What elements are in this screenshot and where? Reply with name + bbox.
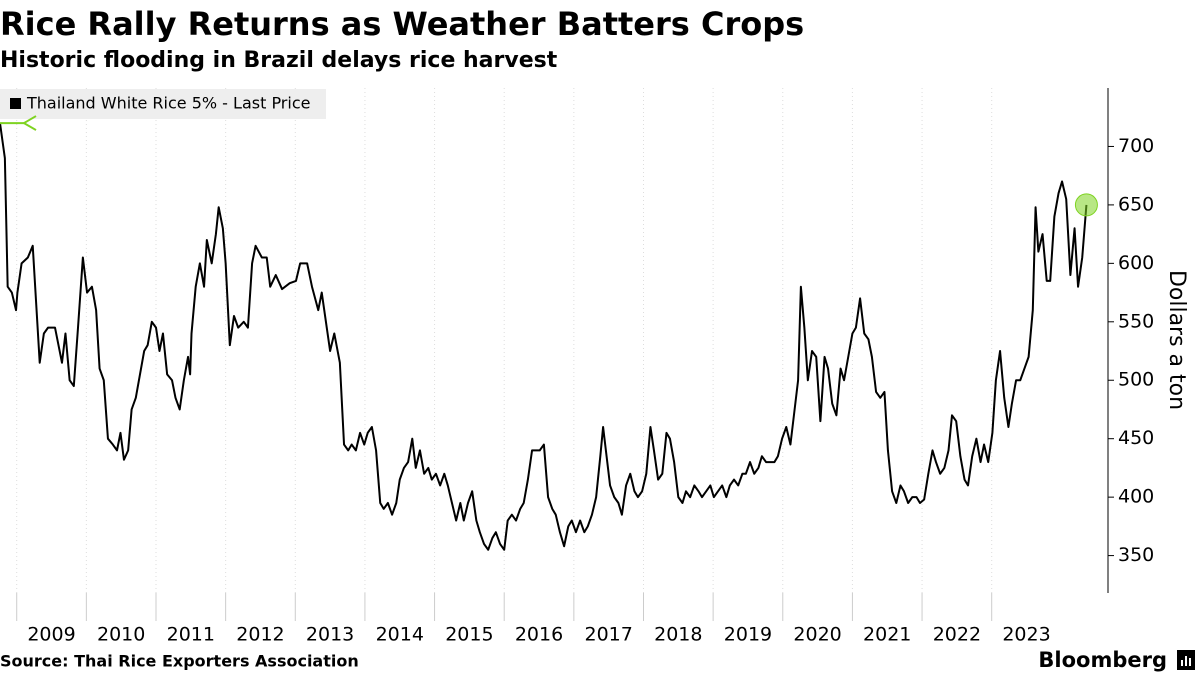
line [0, 122, 1088, 551]
x-tick-label: 2010 [97, 624, 145, 646]
y-tick-label: 600 [1118, 252, 1154, 274]
y-tick-label: 400 [1118, 486, 1154, 508]
y-axis-label: Dollars a ton [1164, 270, 1189, 410]
x-tick-label: 2016 [515, 624, 563, 646]
y-tick-label: 650 [1118, 193, 1154, 215]
legend-box [0, 89, 326, 119]
y-tick-label: 500 [1118, 369, 1154, 391]
x-tick-label: 2013 [306, 624, 354, 646]
chart-subtitle: Historic flooding in Brazil delays rice … [0, 48, 558, 73]
x-tick-label: 2017 [584, 624, 632, 646]
last-point-highlight [1074, 193, 1098, 217]
y-tick-label: 700 [1118, 135, 1154, 157]
x-tick-label: 2018 [654, 624, 702, 646]
y-tick-label: 350 [1118, 544, 1154, 566]
x-tick-label: 2019 [724, 624, 772, 646]
x-tick-label: 2023 [1002, 624, 1050, 646]
legend-swatch [10, 98, 21, 109]
max-reference-arrow [22, 115, 37, 131]
x-tick-label: 2015 [445, 624, 493, 646]
legend: Thailand White Rice 5% - Last Price [0, 89, 326, 119]
brand: Bloomberg [1038, 648, 1167, 672]
x-tick-label: 2012 [236, 624, 284, 646]
y-tick-label: 550 [1118, 310, 1154, 332]
x-tick-label: 2021 [863, 624, 911, 646]
x-tick-label: 2009 [27, 624, 75, 646]
chart-title: Rice Rally Returns as Weather Batters Cr… [0, 5, 804, 43]
x-tick-label: 2020 [793, 624, 841, 646]
brand-icon [1177, 650, 1195, 670]
x-tick-label: 2022 [933, 624, 981, 646]
y-tick-label: 450 [1118, 427, 1154, 449]
source: Source: Thai Rice Exporters Association [0, 652, 359, 671]
x-tick-label: 2014 [376, 624, 424, 646]
x-tick-label: 2011 [167, 624, 215, 646]
legend-label: Thailand White Rice 5% - Last Price [26, 94, 310, 113]
